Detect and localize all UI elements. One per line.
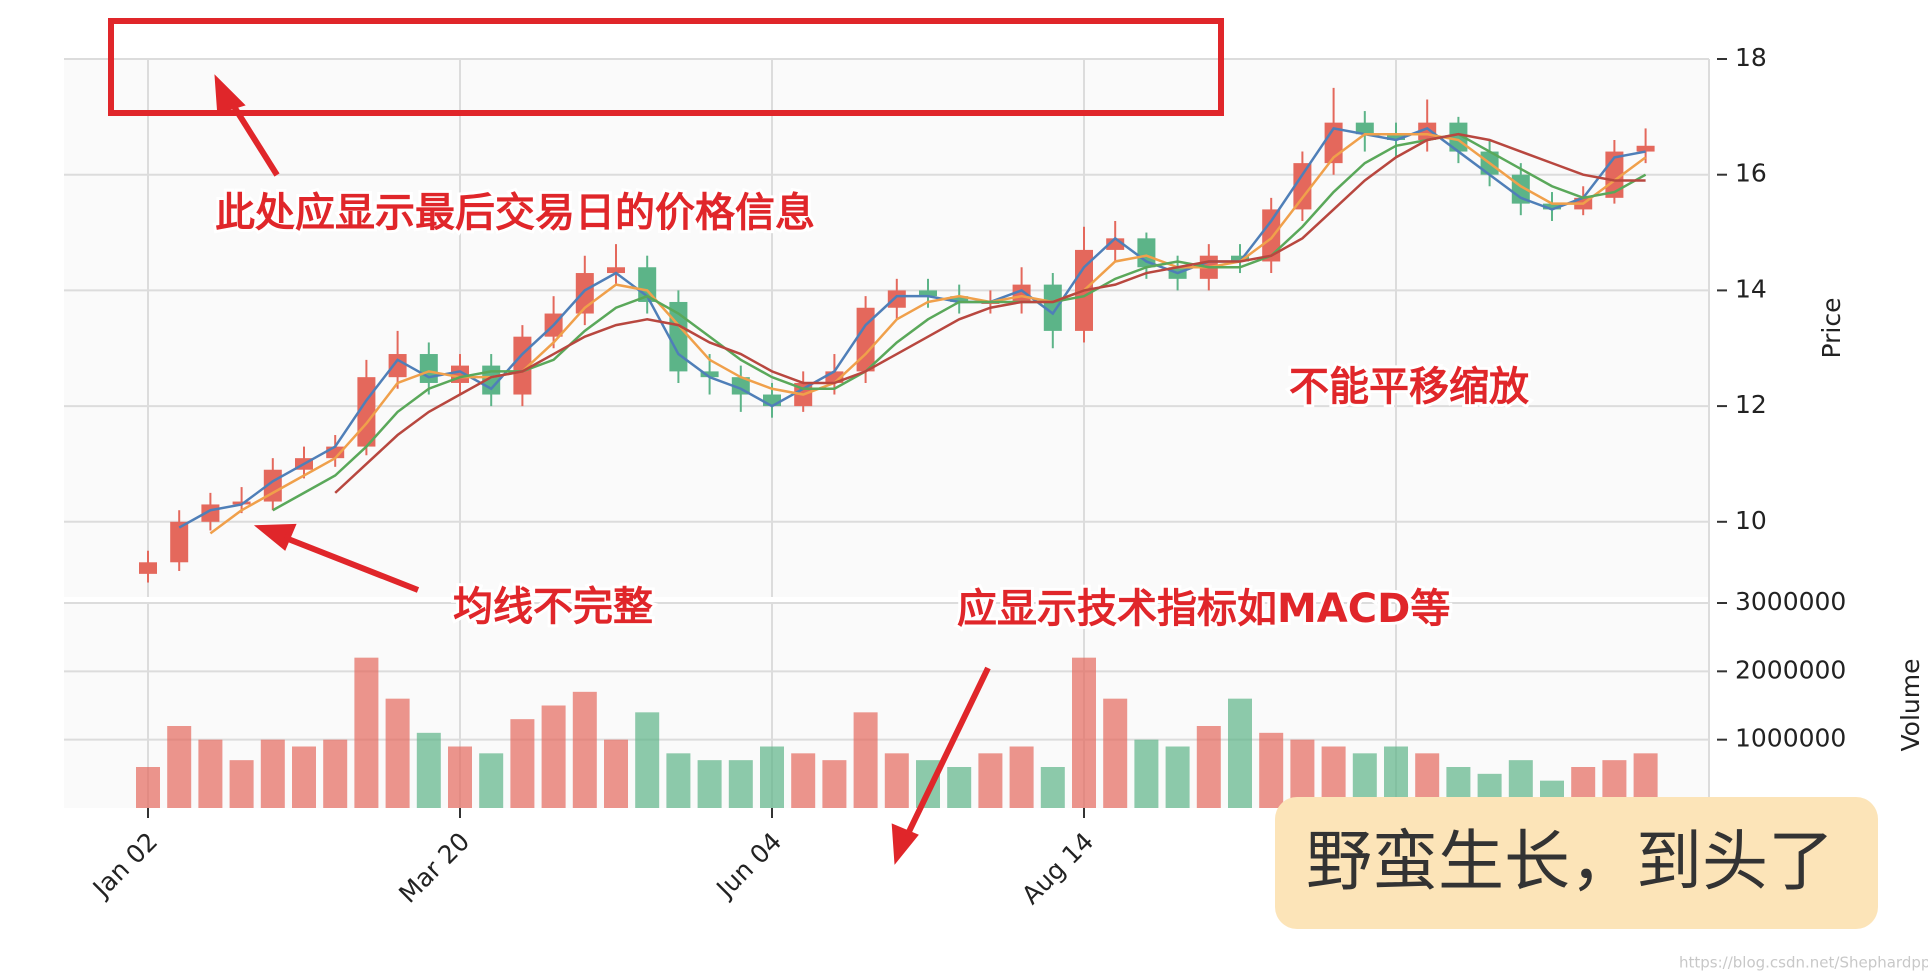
volume-bar [510, 719, 535, 808]
volume-bar [604, 739, 628, 808]
volume-bar [1165, 746, 1190, 808]
candle-body [1106, 238, 1125, 250]
y-tick-label: 3000000 [1735, 587, 1846, 616]
volume-bar [572, 691, 597, 808]
candle-body [1387, 134, 1405, 140]
volume-bar [1134, 739, 1159, 808]
volume-bar [416, 732, 441, 808]
price-panel [64, 59, 1709, 597]
caption: 野蛮生长，到头了 [1306, 823, 1834, 900]
candle-body [763, 394, 781, 407]
volume-bar [354, 657, 379, 808]
volume-bar [822, 760, 847, 808]
volume-bar [947, 767, 972, 808]
volume-bar [916, 760, 940, 808]
y-tick-label: 1000000 [1735, 724, 1846, 753]
candle-body [326, 446, 345, 459]
volume-bar [198, 739, 223, 808]
volume-bar [229, 760, 254, 808]
volume-bar [541, 705, 566, 808]
candle-body [388, 354, 407, 378]
candle-body [700, 371, 719, 378]
candle-body [1355, 122, 1374, 135]
x-tick-label: Jan 02 [86, 827, 163, 904]
candle-body [825, 371, 844, 383]
y-tick-label: 10 [1735, 506, 1767, 535]
candle-body [1137, 238, 1156, 268]
watermark: https://blog.csdn.net/Shephardppz [1679, 954, 1928, 972]
annotation: 此处应显示最后交易日的价格信息 [215, 190, 815, 236]
volume-bar [479, 753, 504, 808]
volume-bar [1040, 767, 1065, 808]
candle-body [950, 296, 969, 302]
x-tick-label: Jun 04 [710, 827, 788, 905]
volume-bar [978, 753, 1003, 808]
annotation: 应显示技术指标如MACD等 [957, 586, 1450, 632]
volume-bar [136, 767, 160, 808]
y-tick-label: 14 [1735, 274, 1767, 303]
x-tick-label: Mar 20 [393, 827, 475, 909]
candle-body [170, 521, 189, 563]
y-tick-label: 2000000 [1735, 655, 1846, 684]
y-axis-label: Price [1817, 298, 1846, 359]
candle-body [1262, 209, 1281, 262]
volume-bar [385, 698, 410, 808]
volume-bar [1009, 746, 1034, 808]
volume-bar [292, 746, 316, 808]
volume-bar [1228, 698, 1252, 808]
volume-bar [635, 712, 660, 808]
volume-bar [697, 760, 722, 808]
volume-bar [1072, 657, 1096, 808]
volume-bar [884, 753, 909, 808]
ma-line [209, 132, 1647, 535]
candle-body [919, 290, 937, 297]
annotation: 均线不完整 [453, 584, 653, 630]
volume-bar [167, 726, 192, 808]
candle-body [1231, 255, 1249, 262]
candle-body [607, 267, 625, 274]
ma-line [272, 132, 1647, 512]
ma-line [334, 132, 1646, 494]
candle-body [856, 307, 875, 372]
annotation: 不能平移缩放 [1289, 364, 1529, 410]
candle-body [887, 290, 906, 308]
y-tick-label: 12 [1735, 390, 1767, 419]
volume-bar [1196, 726, 1221, 808]
arrows [214, 74, 991, 865]
y-tick-label: 18 [1735, 43, 1767, 72]
volume-bar [1103, 698, 1128, 808]
volume-bar [1259, 732, 1284, 808]
highlight-box [108, 18, 1224, 116]
candle-body [1293, 163, 1312, 210]
volume-bar [666, 753, 691, 808]
y-axis-label: Volume [1896, 659, 1925, 752]
volume-bar [323, 739, 348, 808]
volume-bar [760, 746, 784, 808]
volume-bar [791, 753, 816, 808]
volume-bar [853, 712, 878, 808]
volume-bar [728, 760, 753, 808]
candle-body [1636, 145, 1655, 152]
candle-body [139, 562, 157, 574]
candle-body [419, 354, 438, 383]
candle-body [1543, 203, 1561, 210]
y-tick-label: 16 [1735, 159, 1767, 188]
caption-box [1275, 797, 1878, 929]
volume-bar [448, 746, 472, 808]
x-tick-label: Aug 14 [1016, 827, 1099, 910]
volume-bar [1290, 739, 1315, 808]
candle-body [1043, 284, 1062, 331]
volume-bar [260, 739, 285, 808]
